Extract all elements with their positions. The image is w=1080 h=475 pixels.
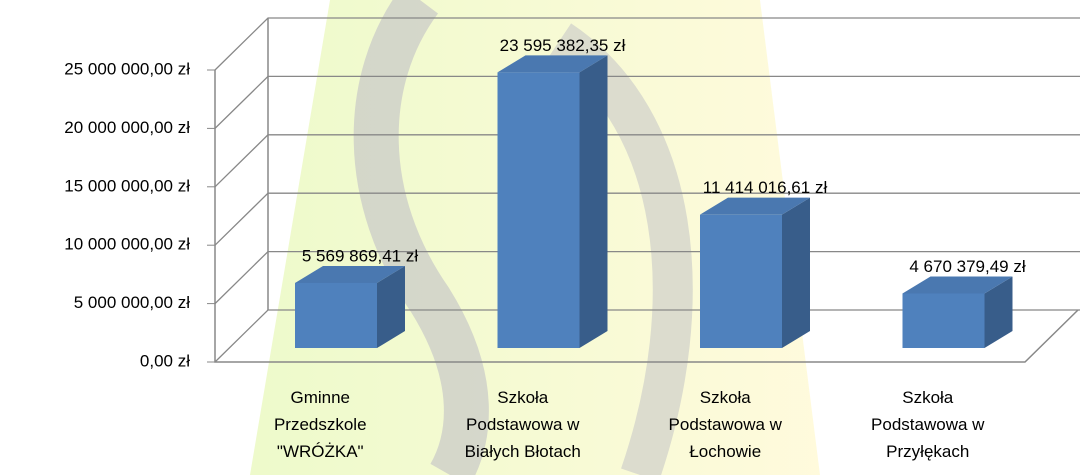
- x-tick-label: Szkoła Podstawowa w Białych Błotach: [464, 388, 581, 461]
- x-tick-label: Gminne Przedszkole "WRÓŻKA": [273, 388, 367, 461]
- grid-line: [214, 134, 1080, 188]
- bar: [295, 282, 377, 348]
- y-tick-label: 0,00 zł: [140, 351, 190, 370]
- bar-top: [497, 55, 608, 73]
- bar: [902, 293, 985, 348]
- axis-wall: [214, 70, 1079, 363]
- grid-line: [214, 192, 1080, 246]
- y-tick-label: 5 000 000,00 zł: [74, 293, 190, 312]
- y-tick-label: 15 000 000,00 zł: [64, 176, 190, 195]
- bar: [497, 72, 580, 348]
- bar-side: [984, 276, 1013, 348]
- data-label: 4 670 379,49 zł: [909, 257, 1025, 276]
- bar-top: [295, 265, 405, 283]
- grid-line: [214, 17, 1080, 71]
- y-tick-label: 10 000 000,00 zł: [64, 235, 190, 254]
- bar-side: [377, 265, 405, 348]
- grid-line: [214, 75, 1080, 129]
- bar: [700, 214, 782, 348]
- y-tick-label: 20 000 000,00 zł: [64, 118, 190, 137]
- data-label: 23 595 382,35 zł: [500, 36, 626, 55]
- x-tick-label: Szkoła Podstawowa w Przyłękach: [871, 388, 985, 461]
- watermark-stroke: [353, 0, 489, 475]
- data-label: 11 414 016,61 zł: [703, 178, 828, 197]
- bar-top: [902, 276, 1013, 294]
- bar-top: [700, 197, 810, 215]
- bar-side: [782, 197, 810, 348]
- bar-side: [579, 55, 608, 348]
- data-label: 5 569 869,41 zł: [302, 246, 418, 265]
- x-tick-label: Szkoła Podstawowa w Łochowie: [668, 388, 782, 461]
- y-tick-label: 25 000 000,00 zł: [64, 59, 190, 78]
